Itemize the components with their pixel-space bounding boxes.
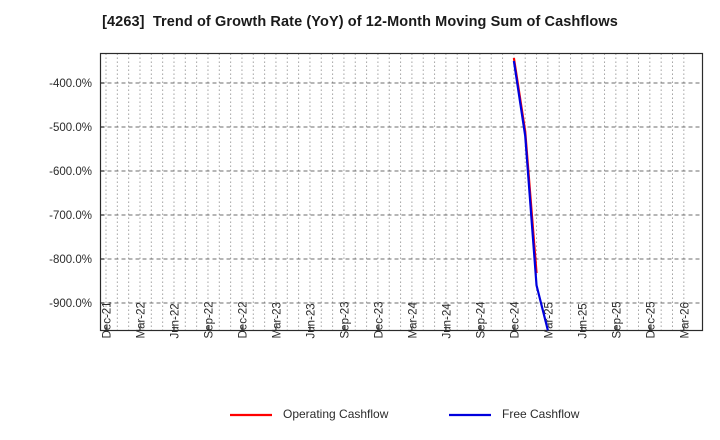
x-axis-labels: Dec-21 Mar-22 Jun-22 Sep-22 Dec-22 Mar-23 Jun-… — [102, 301, 692, 339]
y-axis-tick-label: -800.0% — [49, 254, 92, 266]
plot-frame — [99, 52, 704, 332]
x-axis-tick-label: Dec-24 — [509, 301, 521, 339]
legend-label[interactable]: Operating Cashflow — [283, 407, 389, 421]
x-axis-tick-label: Dec-23 — [373, 301, 385, 338]
legend-label[interactable]: Free Cashflow — [502, 407, 580, 421]
x-axis-tick-label: Jun-25 — [577, 303, 589, 338]
x-axis-tick-label: Sep-23 — [339, 301, 351, 338]
x-axis-tick-label: Jun-23 — [305, 303, 317, 338]
x-axis-tick-label: Mar-26 — [679, 302, 691, 338]
x-axis-tick-label: Dec-22 — [237, 301, 249, 338]
x-axis-tick-label: Jun-22 — [169, 303, 181, 338]
x-axis-tick-label: Sep-25 — [611, 301, 623, 338]
data-series-group — [512, 57, 549, 331]
y-axis-ticks — [100, 82, 105, 304]
x-axis-tick-label: Mar-25 — [543, 302, 555, 338]
x-axis-tick-label: Dec-25 — [645, 301, 657, 338]
chart-title: [4263] Trend of Growth Rate (YoY) of 12-… — [102, 14, 618, 30]
x-axis-tick-label: Jun-24 — [441, 303, 453, 339]
y-axis-tick-label: -400.0% — [49, 78, 92, 90]
x-axis-tick-label: Dec-21 — [102, 301, 114, 338]
y-axis-labels: -400.0% -500.0% -600.0% -700.0% -800.0% -900.… — [49, 78, 92, 310]
x-axis-tick-label: Sep-24 — [475, 301, 487, 339]
x-axis-tick-label: Mar-23 — [271, 302, 283, 338]
chart-legend: Operating Cashflow Free Cashflow — [230, 407, 580, 421]
y-axis-tick-label: -500.0% — [49, 122, 92, 134]
x-axis-tick-label: Mar-24 — [407, 301, 419, 338]
y-axis-tick-label: -700.0% — [49, 210, 92, 222]
y-axis-tick-label: -600.0% — [49, 166, 92, 178]
y-axis-tick-label: -900.0% — [49, 298, 92, 310]
series-line — [512, 60, 549, 331]
x-axis-tick-label: Sep-22 — [203, 301, 215, 338]
vertical-gridlines — [105, 53, 685, 331]
x-axis-tick-label: Mar-22 — [135, 302, 147, 338]
horizontal-gridlines — [100, 82, 703, 304]
